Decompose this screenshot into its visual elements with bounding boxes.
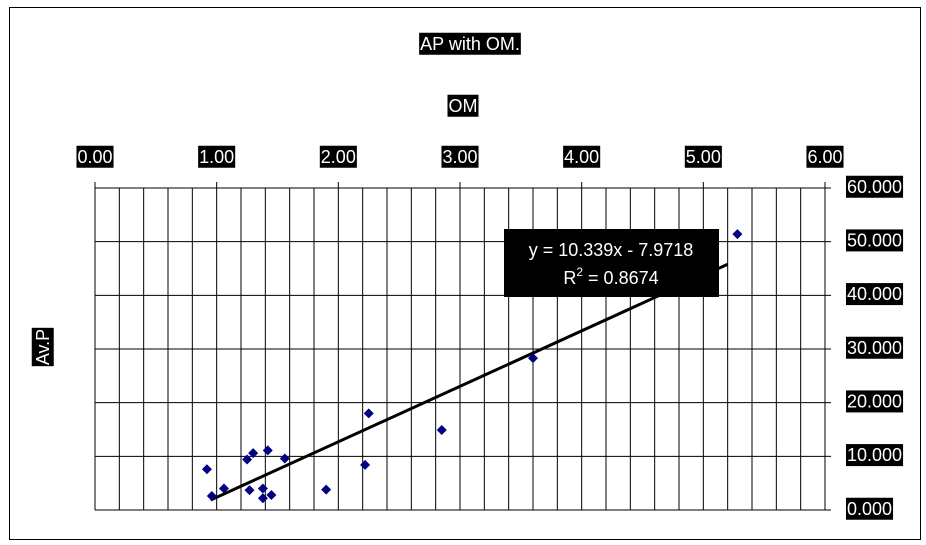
x-tick-label: 5.00 <box>684 145 722 168</box>
x-tick-label-bg <box>684 145 722 168</box>
data-point <box>279 453 290 464</box>
data-point <box>218 483 229 494</box>
x-tick-label: 2.00 <box>319 145 357 168</box>
data-point <box>321 484 332 495</box>
y-tick-label-text: 10.000 <box>847 445 902 465</box>
x-tick-label-text: 4.00 <box>564 147 599 167</box>
r-squared-symbol: R <box>563 268 576 288</box>
x-tick-label-text: 0.00 <box>77 147 112 167</box>
chart-title-bg <box>419 32 521 55</box>
data-point <box>248 448 259 459</box>
x-tick-label-bg <box>76 145 114 168</box>
data-point <box>206 491 217 502</box>
data-points <box>201 229 743 504</box>
data-point <box>266 489 277 500</box>
y-tick-label-text: 0.000 <box>847 499 892 519</box>
x-tick-label: 3.00 <box>441 145 479 168</box>
x-tick-label: 4.00 <box>563 145 601 168</box>
data-point <box>360 459 371 470</box>
y-axis-label-text: Av.P <box>33 329 53 365</box>
x-tick-label-bg <box>563 145 601 168</box>
y-tick-label: 20.000 <box>846 390 904 413</box>
x-axis-label-text: OM <box>449 96 478 116</box>
y-tick-label: 40.000 <box>846 283 904 306</box>
chart-title: AP with OM. <box>419 32 521 55</box>
y-tick-label-bg <box>846 283 904 306</box>
y-tick-label: 10.000 <box>846 444 904 467</box>
equation-box-bg <box>504 229 719 297</box>
y-axis-label-bg <box>31 327 54 367</box>
y-tick-label-bg <box>846 390 904 413</box>
trendline <box>209 262 729 502</box>
data-point <box>244 485 255 496</box>
y-tick-label: 0.000 <box>846 497 894 520</box>
y-tick-label-text: 20.000 <box>847 391 902 411</box>
x-tick-label-text: 3.00 <box>442 147 477 167</box>
x-tick-label-text: 6.00 <box>807 147 842 167</box>
data-point <box>257 493 268 504</box>
r-squared-value: = 0.8674 <box>583 268 659 288</box>
y-tick-label-bg <box>846 175 904 198</box>
trendline-equation-box: y = 10.339x - 7.9718 R2 = 0.8674 <box>504 229 719 297</box>
data-point <box>242 454 253 465</box>
data-point <box>436 425 447 436</box>
trendline-group <box>209 262 729 502</box>
x-tick-label-text: 2.00 <box>321 147 356 167</box>
x-tick-label-bg <box>441 145 479 168</box>
y-tick-label-bg <box>846 497 894 520</box>
y-tick-label: 60.000 <box>846 175 904 198</box>
x-tick-label-text: 1.00 <box>199 147 234 167</box>
r-squared-superscript: 2 <box>576 265 583 279</box>
x-axis-label-bg <box>447 94 479 117</box>
chart-title-text: AP with OM. <box>420 34 520 54</box>
y-tick-label-bg <box>846 336 904 359</box>
data-point <box>257 483 268 494</box>
y-tick-label-bg <box>846 229 904 252</box>
y-tick-label: 50.000 <box>846 229 904 252</box>
y-tick-label-text: 30.000 <box>847 338 902 358</box>
x-axis-label: OM <box>447 94 479 117</box>
x-tick-label-text: 5.00 <box>686 147 721 167</box>
x-tick-label: 6.00 <box>806 145 844 168</box>
data-point <box>732 229 743 240</box>
data-point <box>262 445 273 456</box>
y-tick-label-text: 60.000 <box>847 177 902 197</box>
axes <box>94 182 831 511</box>
y-tick-label-bg <box>846 444 904 467</box>
data-point <box>363 408 374 419</box>
y-tick-label: 30.000 <box>846 336 904 359</box>
labels: AP with OM. OM 0.00 1.00 2.00 3.00 4.00 5.00 6.0… <box>31 32 904 520</box>
x-tick-label: 1.00 <box>198 145 236 168</box>
x-tick-label-bg <box>198 145 236 168</box>
trendline-equation: y = 10.339x - 7.9718 <box>529 240 694 260</box>
r-squared-label: R2 = 0.8674 <box>563 265 658 288</box>
y-axis-label: Av.P <box>31 327 54 367</box>
y-tick-label-text: 40.000 <box>847 284 902 304</box>
x-tick-label: 0.00 <box>76 145 114 168</box>
y-tick-label-text: 50.000 <box>847 230 902 250</box>
data-point <box>528 353 538 364</box>
data-point <box>201 464 212 475</box>
x-tick-label-bg <box>806 145 844 168</box>
x-tick-label-bg <box>319 145 357 168</box>
